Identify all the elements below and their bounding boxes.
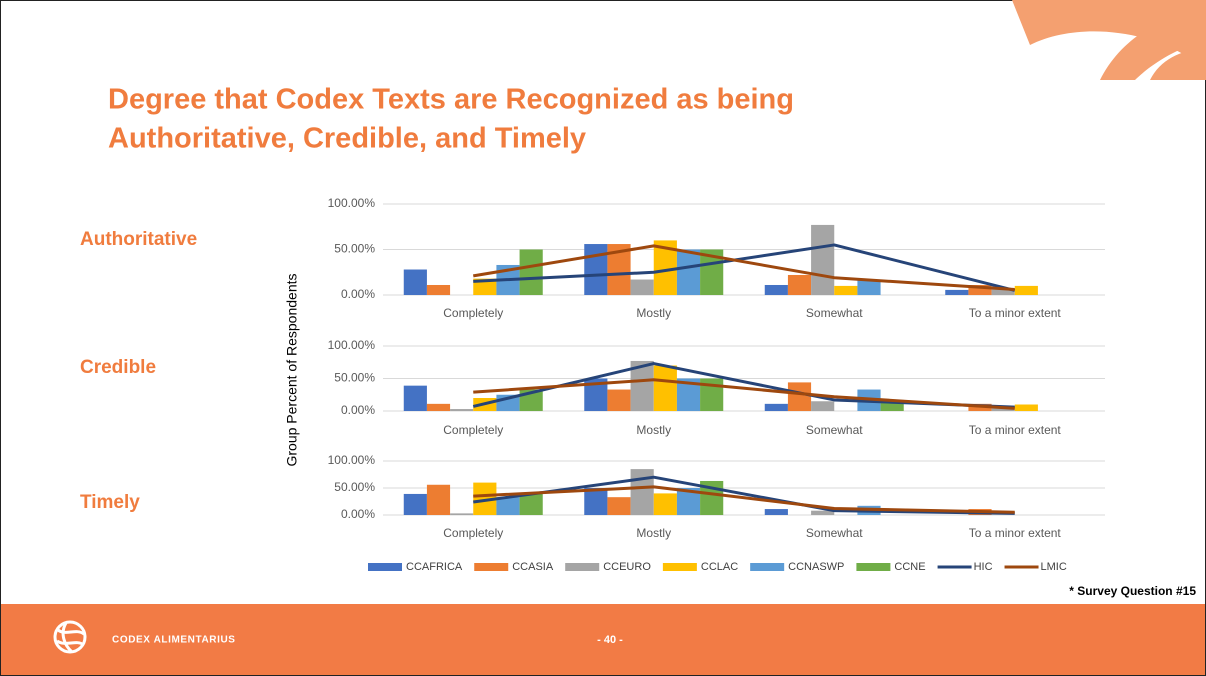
legend-swatch <box>368 563 402 571</box>
x-tick-label: Somewhat <box>806 306 863 320</box>
x-tick-label: Completely <box>443 526 503 540</box>
bar <box>787 274 812 295</box>
legend-swatch <box>856 563 891 571</box>
bar <box>676 488 701 515</box>
bar <box>653 493 677 515</box>
legend-label: LMIC <box>1041 561 1067 573</box>
bar <box>787 382 812 411</box>
bar <box>945 289 969 295</box>
legend-label: CCNE <box>894 561 925 573</box>
legend-swatch <box>474 563 509 571</box>
slide-title: Authoritative, Credible, and Timely <box>108 123 586 155</box>
bar <box>811 510 835 515</box>
line-series <box>473 378 1015 410</box>
bar <box>607 244 631 295</box>
slide-title: Degree that Codex Texts are Recognized a… <box>108 84 794 116</box>
bar <box>426 284 451 295</box>
bar <box>519 249 543 295</box>
line-series <box>473 244 1015 292</box>
x-tick-label: Completely <box>443 306 503 320</box>
bar <box>991 289 1015 295</box>
legend-swatch <box>565 563 600 571</box>
legend-swatch <box>662 563 697 571</box>
line-series <box>473 475 1015 515</box>
bar <box>473 278 497 295</box>
bar <box>811 401 835 411</box>
bar <box>880 399 904 411</box>
bar <box>426 484 451 515</box>
y-tick-label: 0.00% <box>341 403 375 417</box>
legend-label: HIC <box>974 561 993 573</box>
bar <box>811 224 835 295</box>
bar <box>834 285 858 295</box>
bar <box>496 497 520 515</box>
x-tick-label: Somewhat <box>806 526 863 540</box>
legend-label: CCLAC <box>701 561 738 573</box>
x-tick-label: Mostly <box>636 526 671 540</box>
legend-label: CCASIA <box>512 561 554 573</box>
bar <box>968 284 992 295</box>
line-series <box>473 243 1016 292</box>
x-tick-label: Mostly <box>636 423 671 437</box>
logo <box>53 620 87 654</box>
note: * Survey Question #15 <box>1069 584 1196 598</box>
bar <box>607 497 631 515</box>
bar <box>653 240 677 295</box>
bar <box>584 244 608 295</box>
bar <box>584 488 608 515</box>
bar <box>676 378 701 411</box>
bar <box>450 513 474 515</box>
bar <box>653 365 677 411</box>
bar <box>584 378 608 411</box>
y-tick-label: 50.00% <box>334 242 375 256</box>
brand: CODEX ALIMENTARIUS <box>112 635 236 646</box>
bar <box>676 249 701 295</box>
bar <box>1014 285 1038 295</box>
corner-decoration <box>1012 0 1206 80</box>
legend-label: CCEURO <box>603 561 651 573</box>
x-tick-label: To a minor extent <box>969 423 1062 437</box>
y-tick-label: 0.00% <box>341 507 375 521</box>
bar <box>630 469 654 515</box>
bar <box>473 482 497 515</box>
bar <box>426 403 451 411</box>
bar <box>764 403 788 411</box>
legend-swatch <box>750 563 785 571</box>
legend-label: CCAFRICA <box>406 561 463 573</box>
bar <box>403 493 427 515</box>
bar <box>764 284 788 295</box>
bar <box>450 409 474 411</box>
y-tick-label: 50.00% <box>334 371 375 385</box>
page-number: - 40 - <box>597 634 623 646</box>
bar <box>764 509 788 515</box>
bar <box>700 249 724 295</box>
y-tick-label: 100.00% <box>328 453 376 467</box>
y-tick-label: 0.00% <box>341 287 375 301</box>
bar <box>630 360 654 411</box>
x-tick-label: Completely <box>443 423 503 437</box>
bar <box>1014 404 1038 411</box>
y-tick-label: 50.00% <box>334 480 375 494</box>
x-tick-label: Mostly <box>636 306 671 320</box>
x-tick-label: To a minor extent <box>969 526 1062 540</box>
y-tick-label: 100.00% <box>328 338 376 352</box>
chart-title: Authoritative <box>80 229 197 250</box>
bar <box>519 493 543 515</box>
bar <box>403 269 427 295</box>
bar <box>857 279 881 295</box>
x-tick-label: Somewhat <box>806 423 863 437</box>
x-tick-label: To a minor extent <box>969 306 1062 320</box>
y-axis-label: Group Percent of Respondents <box>284 273 300 466</box>
chart-title: Timely <box>80 492 140 513</box>
bar <box>607 389 631 411</box>
bar <box>630 279 654 295</box>
line-series <box>473 485 1015 514</box>
chart-title: Credible <box>80 357 156 378</box>
bar <box>403 385 427 411</box>
footer-band <box>1 604 1205 675</box>
y-tick-label: 100.00% <box>328 196 376 210</box>
legend-label: CCNASWP <box>788 561 844 573</box>
